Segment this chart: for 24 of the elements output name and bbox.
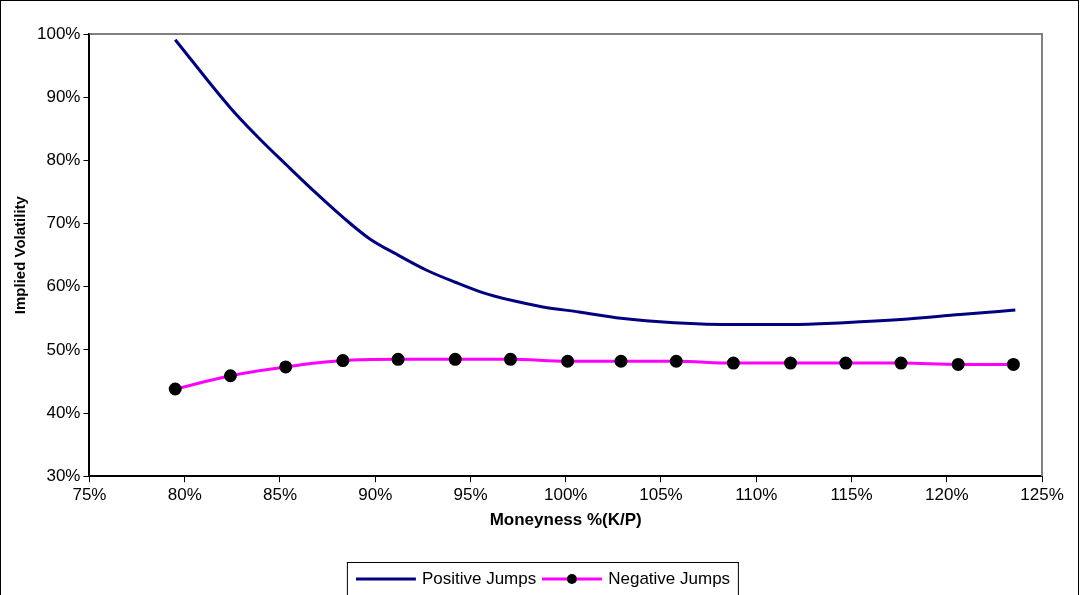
x-tick-label: 100% — [544, 485, 588, 505]
x-tick-label: 115% — [830, 485, 873, 505]
y-tick-label: 40% — [46, 402, 81, 422]
y-tick-label: 90% — [46, 86, 81, 106]
y-tick-label: 30% — [46, 465, 81, 485]
x-tick-label: 85% — [262, 485, 297, 505]
y-tick-label: 80% — [46, 150, 81, 170]
y-tick-label: 60% — [46, 276, 81, 296]
x-tick-label: 80% — [167, 485, 202, 505]
x-tick-label: 125% — [1020, 485, 1064, 505]
x-tick-label: 90% — [358, 485, 393, 505]
y-tick-label: 50% — [46, 339, 81, 359]
x-tick-label: 110% — [735, 485, 778, 505]
legend-label: Negative Jumps — [608, 569, 731, 589]
legend-label: Positive Jumps — [421, 569, 537, 589]
x-tick-label: 105% — [639, 485, 683, 505]
line-series — [173, 38, 1017, 327]
y-tick-label: 100% — [37, 23, 81, 43]
x-axis-title: Moneyness %(K/P) — [489, 510, 642, 530]
y-tick-label: 70% — [46, 213, 81, 233]
x-tick-label: 95% — [453, 485, 488, 505]
y-axis-title: Implied Volatility — [11, 195, 29, 315]
x-tick-label: 75% — [72, 485, 107, 505]
x-tick-label: 120% — [925, 485, 969, 505]
